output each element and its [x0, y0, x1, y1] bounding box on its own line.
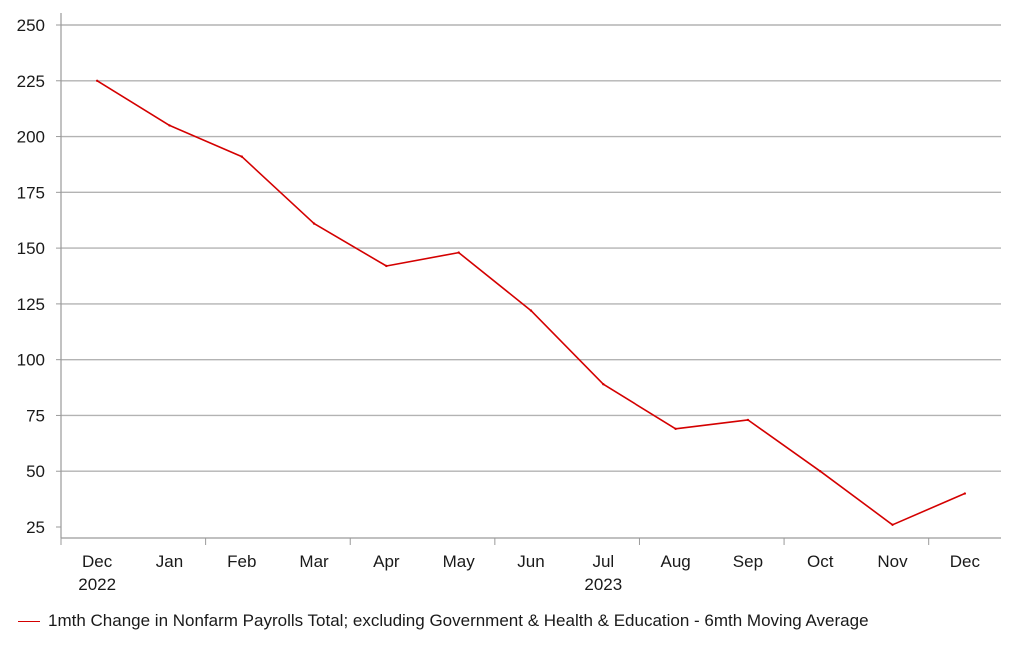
x-tick-label: Apr — [373, 552, 400, 571]
data-point — [240, 155, 243, 158]
x-tick-label: Aug — [660, 552, 690, 571]
x-year-label: 2023 — [584, 575, 622, 594]
series-layer — [95, 79, 967, 526]
y-tick-label: 175 — [17, 183, 45, 202]
line-chart: 25 50 75 100 125 150 175 200 225 250 Dec Jan Feb Mar A… — [17, 13, 1001, 594]
data-point — [602, 383, 605, 386]
series-line — [96, 80, 966, 526]
y-tick-label: 225 — [17, 72, 45, 91]
data-point — [746, 418, 750, 422]
x-tick-label: Nov — [877, 552, 908, 571]
x-tick-label: Mar — [299, 552, 329, 571]
gridlines — [61, 24, 1001, 472]
y-tick-label: 50 — [26, 462, 45, 481]
x-tick-label: Dec — [82, 552, 113, 571]
legend-swatch — [18, 620, 40, 622]
data-point — [891, 523, 894, 526]
x-tick-label: May — [443, 552, 476, 571]
legend: 1mth Change in Nonfarm Payrolls Total; e… — [18, 611, 869, 631]
data-point — [312, 222, 316, 225]
data-point — [819, 470, 822, 473]
legend-label: 1mth Change in Nonfarm Payrolls Total; e… — [48, 611, 869, 630]
data-point — [168, 124, 171, 127]
y-tick-label: 150 — [17, 239, 45, 258]
data-point — [674, 427, 677, 431]
data-point — [963, 492, 967, 495]
axes — [56, 13, 1001, 545]
y-tick-label: 125 — [17, 295, 45, 314]
y-tick-label: 75 — [26, 406, 45, 425]
data-point — [95, 79, 99, 82]
y-tick-label: 100 — [17, 351, 45, 370]
x-tick-label: Feb — [227, 552, 256, 571]
y-tick-label: 200 — [17, 128, 45, 147]
data-point — [457, 251, 460, 254]
tick-labels: 25 50 75 100 125 150 175 200 225 250 Dec Jan Feb Mar A… — [17, 16, 981, 594]
x-year-label: 2022 — [78, 575, 116, 594]
y-tick-label: 250 — [17, 16, 45, 35]
data-point — [385, 264, 388, 268]
y-tick-label: 25 — [26, 518, 45, 537]
x-tick-label: Jun — [517, 552, 544, 571]
x-tick-label: Sep — [733, 552, 763, 571]
x-tick-label: Jan — [156, 552, 183, 571]
x-tick-label: Dec — [950, 552, 981, 571]
x-tick-label: Oct — [807, 552, 834, 571]
data-point — [529, 309, 533, 312]
x-tick-label: Jul — [592, 552, 614, 571]
